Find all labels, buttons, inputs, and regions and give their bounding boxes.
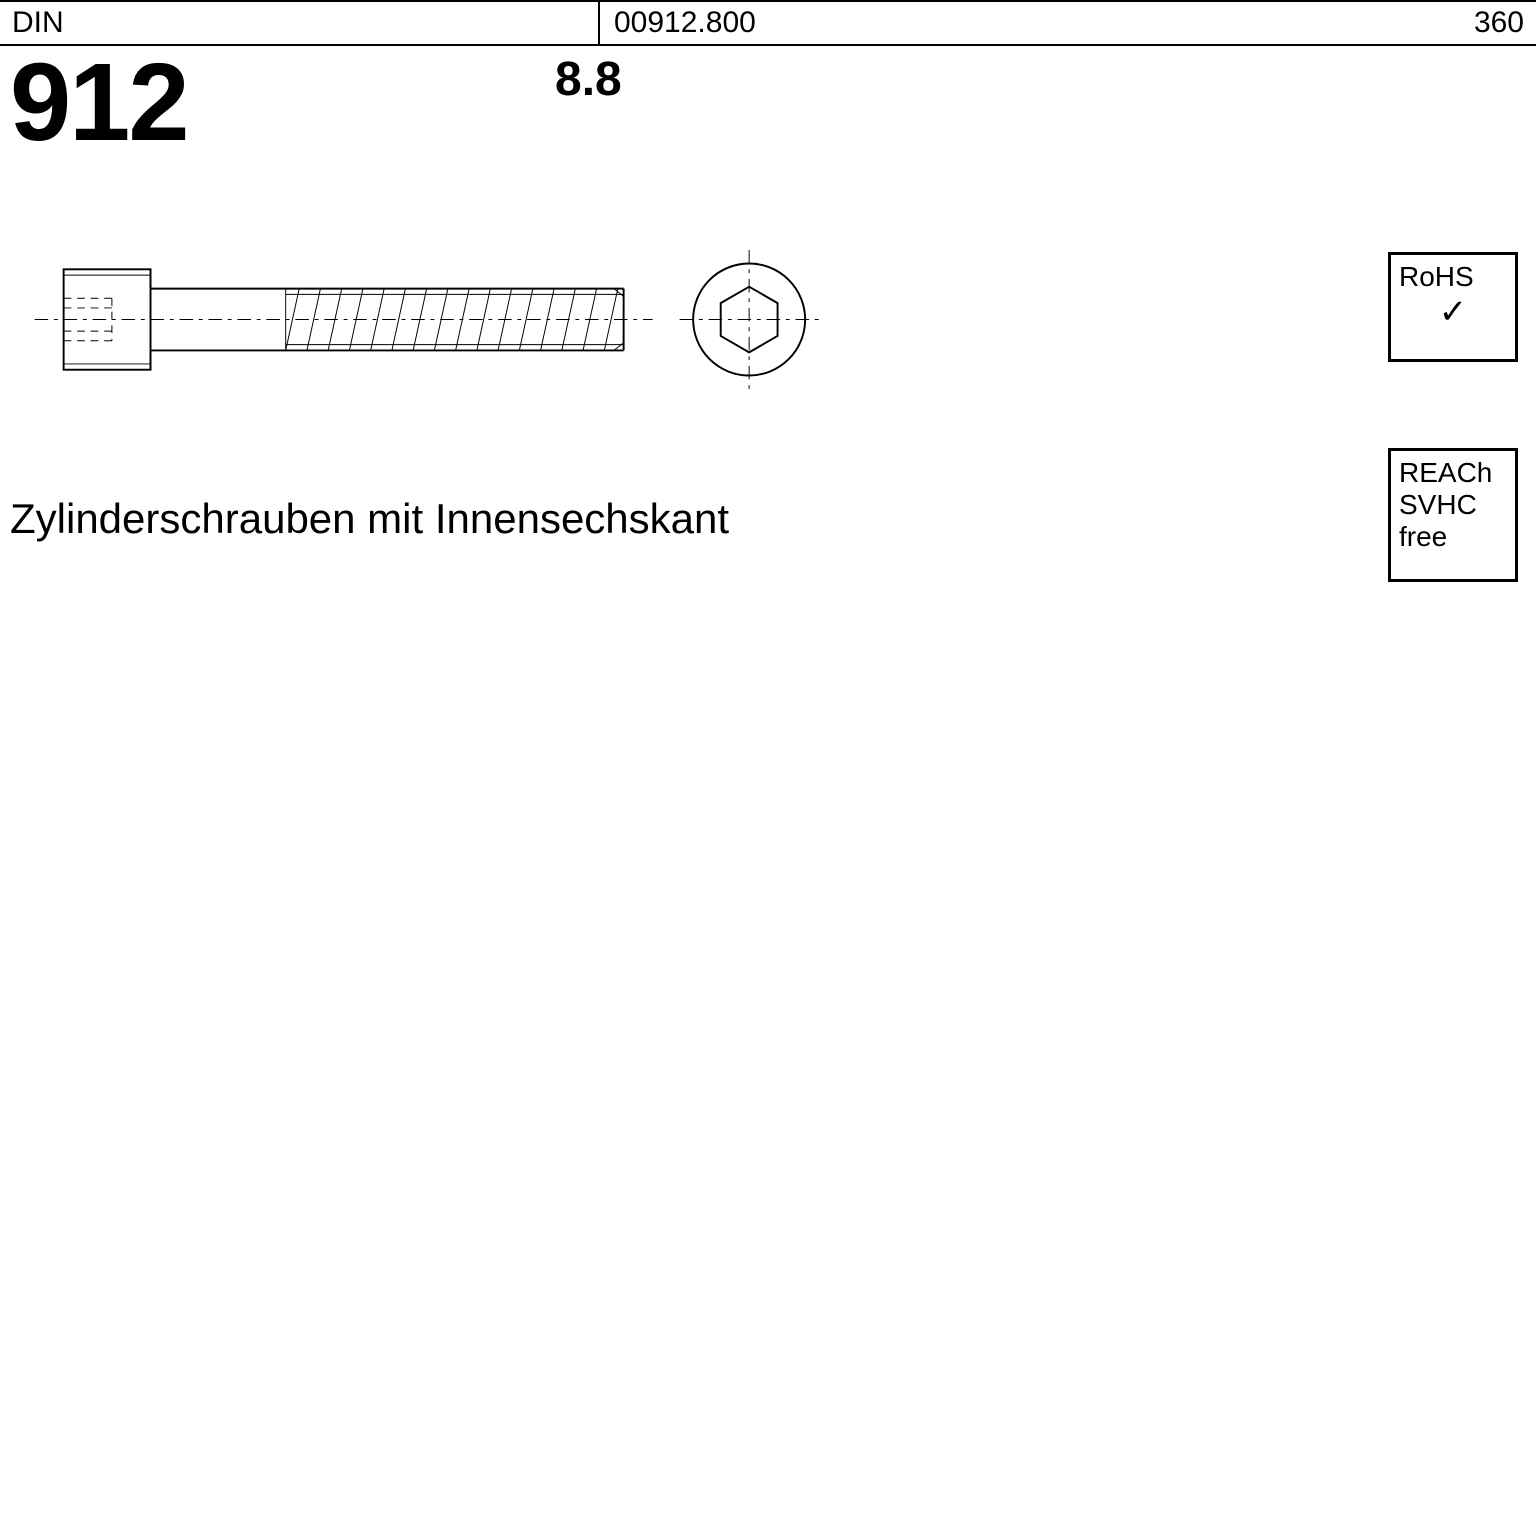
- screw-diagram: [20, 250, 870, 390]
- product-description: Zylinderschrauben mit Innensechskant: [10, 495, 729, 543]
- reach-badge: REACh SVHC free: [1388, 448, 1518, 582]
- header-row: DIN 00912.800 360: [0, 0, 1536, 46]
- reach-line1: REACh: [1399, 457, 1507, 489]
- strength-grade: 8.8: [555, 52, 622, 107]
- rohs-label: RoHS: [1399, 261, 1507, 293]
- reach-line3: free: [1399, 521, 1507, 553]
- header-standard-label: DIN: [0, 2, 600, 44]
- header-article-code: 00912.800: [600, 2, 1336, 44]
- check-icon: ✓: [1399, 293, 1507, 332]
- header-page-number: 360: [1336, 2, 1536, 44]
- reach-line2: SVHC: [1399, 489, 1507, 521]
- standard-number: 912: [10, 48, 188, 158]
- rohs-badge: RoHS ✓: [1388, 252, 1518, 362]
